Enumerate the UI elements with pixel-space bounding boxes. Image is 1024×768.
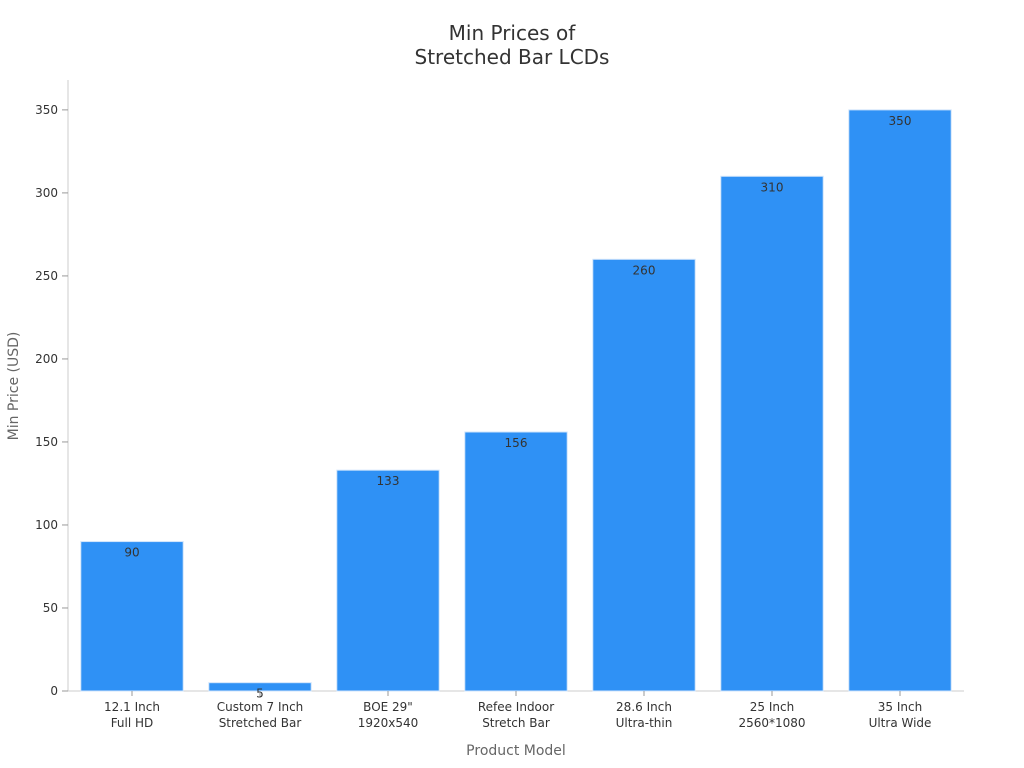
y-tick-label: 300	[35, 186, 58, 200]
bar	[80, 541, 184, 692]
bar	[464, 431, 568, 692]
data-label: 260	[633, 263, 656, 277]
x-tick-label: 28.6 Inch Ultra-thin	[616, 700, 673, 730]
bar	[336, 469, 440, 692]
y-tick-label: 100	[35, 518, 58, 532]
y-tick-label: 250	[35, 269, 58, 283]
y-tick-label: 50	[43, 601, 58, 615]
x-tick-label: 35 Inch Ultra Wide	[869, 700, 932, 730]
chart-title: Min Prices of Stretched Bar LCDs	[415, 21, 610, 69]
y-tick-label: 200	[35, 352, 58, 366]
y-tick-label: 150	[35, 435, 58, 449]
x-tick-label: BOE 29" 1920x540	[358, 700, 419, 730]
x-tick-label: Refee Indoor Stretch Bar	[478, 700, 554, 730]
data-label: 350	[889, 114, 912, 128]
y-tick-label: 350	[35, 103, 58, 117]
data-label: 90	[124, 546, 139, 560]
x-tick-label: 12.1 Inch Full HD	[104, 700, 160, 730]
data-label: 310	[761, 180, 784, 194]
bar	[592, 258, 696, 692]
y-axis-label: Min Price (USD)	[6, 332, 22, 441]
x-tick-label: 25 Inch 2560*1080	[738, 700, 805, 730]
x-tick-label: Custom 7 Inch Stretched Bar	[217, 700, 304, 730]
data-label: 133	[377, 474, 400, 488]
x-axis-label: Product Model	[466, 743, 566, 759]
bar	[848, 109, 952, 692]
y-tick-label: 0	[50, 684, 58, 698]
bar	[720, 175, 824, 692]
data-label: 156	[505, 436, 528, 450]
